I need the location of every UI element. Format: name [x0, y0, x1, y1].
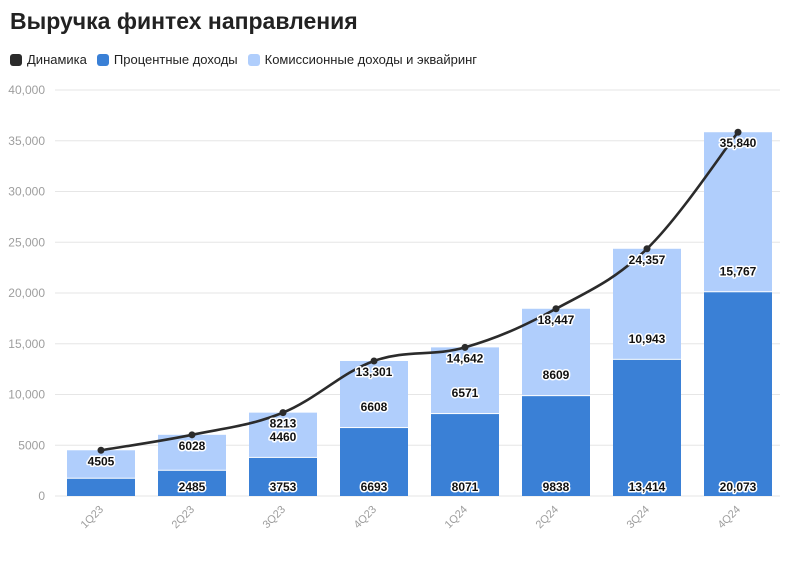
dynamics-value-label: 35,840 — [720, 136, 757, 150]
dynamics-value-label: 8213 — [270, 417, 297, 431]
commission-value-label: 8609 — [543, 368, 570, 382]
legend-label-commission: Комиссионные доходы и эквайринг — [264, 52, 478, 67]
legend-swatch-dynamics — [10, 53, 22, 66]
legend-item-interest: Процентные доходы — [96, 52, 238, 67]
legend-item-dynamics: Динамика — [10, 52, 87, 67]
interest-value-label: 9838 — [543, 480, 570, 494]
dynamics-point — [461, 343, 469, 351]
dynamics-value-label: 4505 — [88, 454, 115, 468]
dynamics-point — [279, 409, 287, 417]
interest-value-label: 2485 — [179, 480, 206, 494]
x-tick-label: 3Q24 — [625, 504, 653, 532]
dynamics-point — [97, 446, 105, 454]
commission-value-label: 15,767 — [720, 264, 757, 278]
legend: Динамика Процентные доходы Комиссионные … — [10, 52, 487, 67]
legend-swatch-commission — [247, 53, 260, 66]
chart-title: Выручка финтех направления — [10, 8, 358, 34]
bar-interest — [704, 292, 772, 496]
dynamics-value-label: 14,642 — [447, 351, 484, 365]
x-tick-label: 3Q23 — [261, 504, 289, 532]
commission-value-label: 6608 — [361, 400, 388, 414]
legend-label-interest: Процентные доходы — [113, 52, 238, 67]
x-tick-label: 4Q24 — [716, 504, 744, 532]
interest-value-label: 3753 — [270, 480, 297, 494]
bar-interest — [431, 414, 499, 496]
commission-value-label: 10,943 — [629, 332, 666, 346]
interest-value-label: 6693 — [361, 480, 388, 494]
y-tick-label: 15,000 — [8, 337, 45, 351]
dynamics-point — [370, 357, 378, 365]
x-tick-label: 2Q24 — [534, 504, 562, 532]
y-tick-label: 25,000 — [8, 235, 45, 249]
y-tick-label: 40,000 — [8, 83, 45, 97]
y-tick-label: 10,000 — [8, 388, 45, 402]
interest-value-label: 8071 — [452, 480, 479, 494]
x-tick-label: 1Q23 — [79, 504, 107, 532]
legend-swatch-interest — [96, 53, 109, 66]
commission-value-label: 6571 — [452, 386, 479, 400]
y-tick-label: 35,000 — [8, 134, 45, 148]
x-tick-label: 2Q23 — [170, 504, 198, 532]
bar-interest — [249, 457, 317, 496]
x-tick-label: 1Q24 — [443, 504, 471, 532]
y-tick-label: 5000 — [18, 438, 45, 452]
commission-value-label: 4460 — [270, 430, 297, 444]
legend-item-commission: Комиссионные доходы и эквайринг — [247, 52, 478, 67]
dynamics-value-label: 18,447 — [538, 313, 575, 327]
x-tick-label: 4Q23 — [352, 504, 380, 532]
dynamics-point — [734, 128, 742, 136]
bar-interest — [158, 470, 226, 496]
dynamics-value-label: 13,301 — [356, 365, 393, 379]
bar-commission — [522, 308, 590, 396]
bar-commission — [67, 450, 135, 478]
y-tick-label: 0 — [38, 489, 45, 503]
bar-commission — [431, 347, 499, 414]
interest-value-label: 20,073 — [720, 480, 757, 494]
y-tick-label: 20,000 — [8, 286, 45, 300]
interest-value-label: 13,414 — [629, 480, 666, 494]
bar-interest — [522, 396, 590, 496]
bar-interest — [67, 478, 135, 496]
bar-commission — [158, 434, 226, 470]
bar-commission — [704, 132, 772, 292]
dynamics-point — [552, 305, 560, 313]
bar-interest — [340, 428, 408, 496]
dynamics-point — [188, 431, 196, 439]
dynamics-value-label: 6028 — [179, 439, 206, 453]
y-tick-label: 30,000 — [8, 185, 45, 199]
dynamics-point — [643, 245, 651, 253]
bar-interest — [613, 359, 681, 496]
dynamics-value-label: 24,357 — [629, 253, 666, 267]
legend-label-dynamics: Динамика — [27, 52, 87, 67]
